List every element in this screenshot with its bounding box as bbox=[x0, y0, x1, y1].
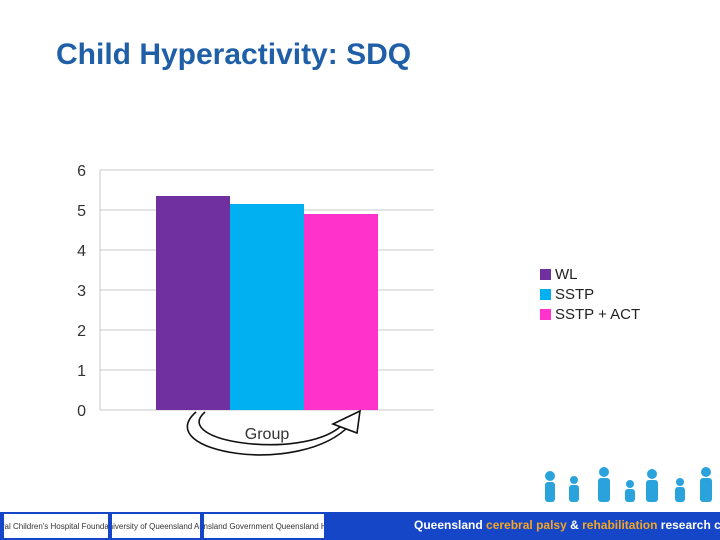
y-tick-label: 5 bbox=[77, 203, 86, 220]
bar-wl bbox=[156, 196, 230, 410]
x-category-label: Group bbox=[245, 426, 290, 443]
tagline-part-5: research centre bbox=[660, 518, 720, 532]
y-tick-label: 3 bbox=[77, 283, 86, 300]
footer-logo-2: The University of Queensland Australia bbox=[112, 514, 200, 538]
legend-label: SSTP bbox=[555, 285, 595, 303]
y-tick-label: 4 bbox=[77, 243, 86, 260]
footer-logo-3: Queensland Government Queensland Health bbox=[204, 514, 324, 538]
tagline-part-4: rehabilitation bbox=[582, 518, 658, 532]
y-tick-label: 1 bbox=[77, 363, 86, 380]
legend-swatch bbox=[540, 288, 551, 300]
y-tick-label: 2 bbox=[77, 323, 86, 340]
legend-swatch bbox=[540, 268, 551, 280]
tagline-part-2: cerebral palsy bbox=[486, 518, 567, 532]
footer-tagline: Queensland cerebral palsy & rehabilitati… bbox=[414, 518, 720, 532]
y-tick-label: 0 bbox=[77, 403, 86, 420]
bar-chart: 0 1 2 3 4 5 6 Group bbox=[77, 163, 434, 456]
legend-label: SSTP + ACT bbox=[555, 305, 641, 323]
bar-sstp bbox=[230, 204, 304, 410]
children-silhouette-icon bbox=[545, 467, 712, 502]
legend-swatch bbox=[540, 308, 551, 320]
arrow-head-icon bbox=[330, 409, 361, 435]
legend-item: SSTP + ACT bbox=[540, 304, 640, 324]
bar-sstp-act bbox=[304, 214, 378, 410]
footer-logo-1: Royal Children's Hospital Foundation bbox=[4, 514, 108, 538]
slide-title: Child Hyperactivity: SDQ bbox=[56, 38, 412, 71]
legend-item: SSTP bbox=[540, 284, 640, 304]
y-tick-label: 6 bbox=[77, 163, 86, 180]
tagline-part-1: Queensland bbox=[414, 518, 487, 532]
legend-label: WL bbox=[555, 265, 578, 283]
tagline-part-3: & bbox=[566, 518, 583, 532]
chart-legend: WL SSTP SSTP + ACT bbox=[540, 264, 640, 324]
y-axis-ticks: 0 1 2 3 4 5 6 bbox=[77, 163, 86, 420]
curved-arrow-annotation bbox=[186, 409, 361, 456]
bars bbox=[156, 196, 378, 410]
legend-item: WL bbox=[540, 264, 640, 284]
footer: Royal Children's Hospital Foundation The… bbox=[0, 512, 720, 540]
